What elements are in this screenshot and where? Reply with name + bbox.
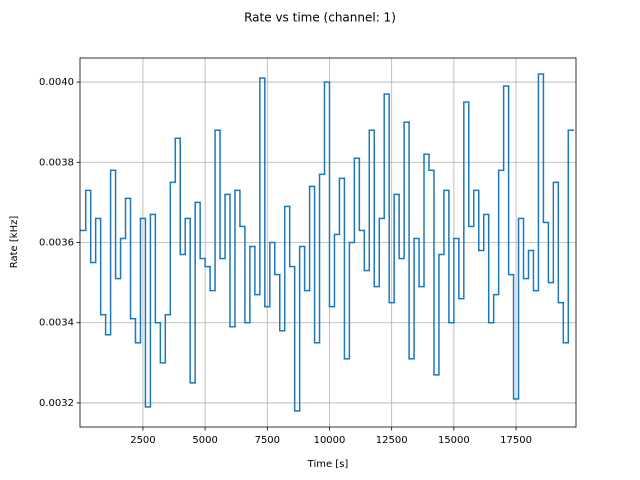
x-tick-label: 15000: [438, 435, 470, 446]
x-tick-label: 5000: [192, 435, 217, 446]
x-axis-label: Time [s]: [307, 459, 349, 470]
x-tick-label: 2500: [130, 435, 155, 446]
chart-title: Rate vs time (channel: 1): [244, 11, 396, 25]
x-tick-label: 10000: [314, 435, 346, 446]
y-tick-label: 0.0038: [39, 157, 74, 168]
plot-frame: [79, 57, 577, 428]
y-tick-label: 0.0036: [39, 238, 74, 249]
y-tick-label: 0.0040: [39, 77, 74, 88]
y-tick-label: 0.0032: [39, 398, 74, 409]
y-tick-label: 0.0034: [39, 318, 74, 329]
y-axis-label: Rate [kHz]: [9, 216, 20, 269]
x-tick-label: 7500: [255, 435, 280, 446]
x-tick-label: 12500: [376, 435, 408, 446]
x-tick-label: 17500: [500, 435, 532, 446]
